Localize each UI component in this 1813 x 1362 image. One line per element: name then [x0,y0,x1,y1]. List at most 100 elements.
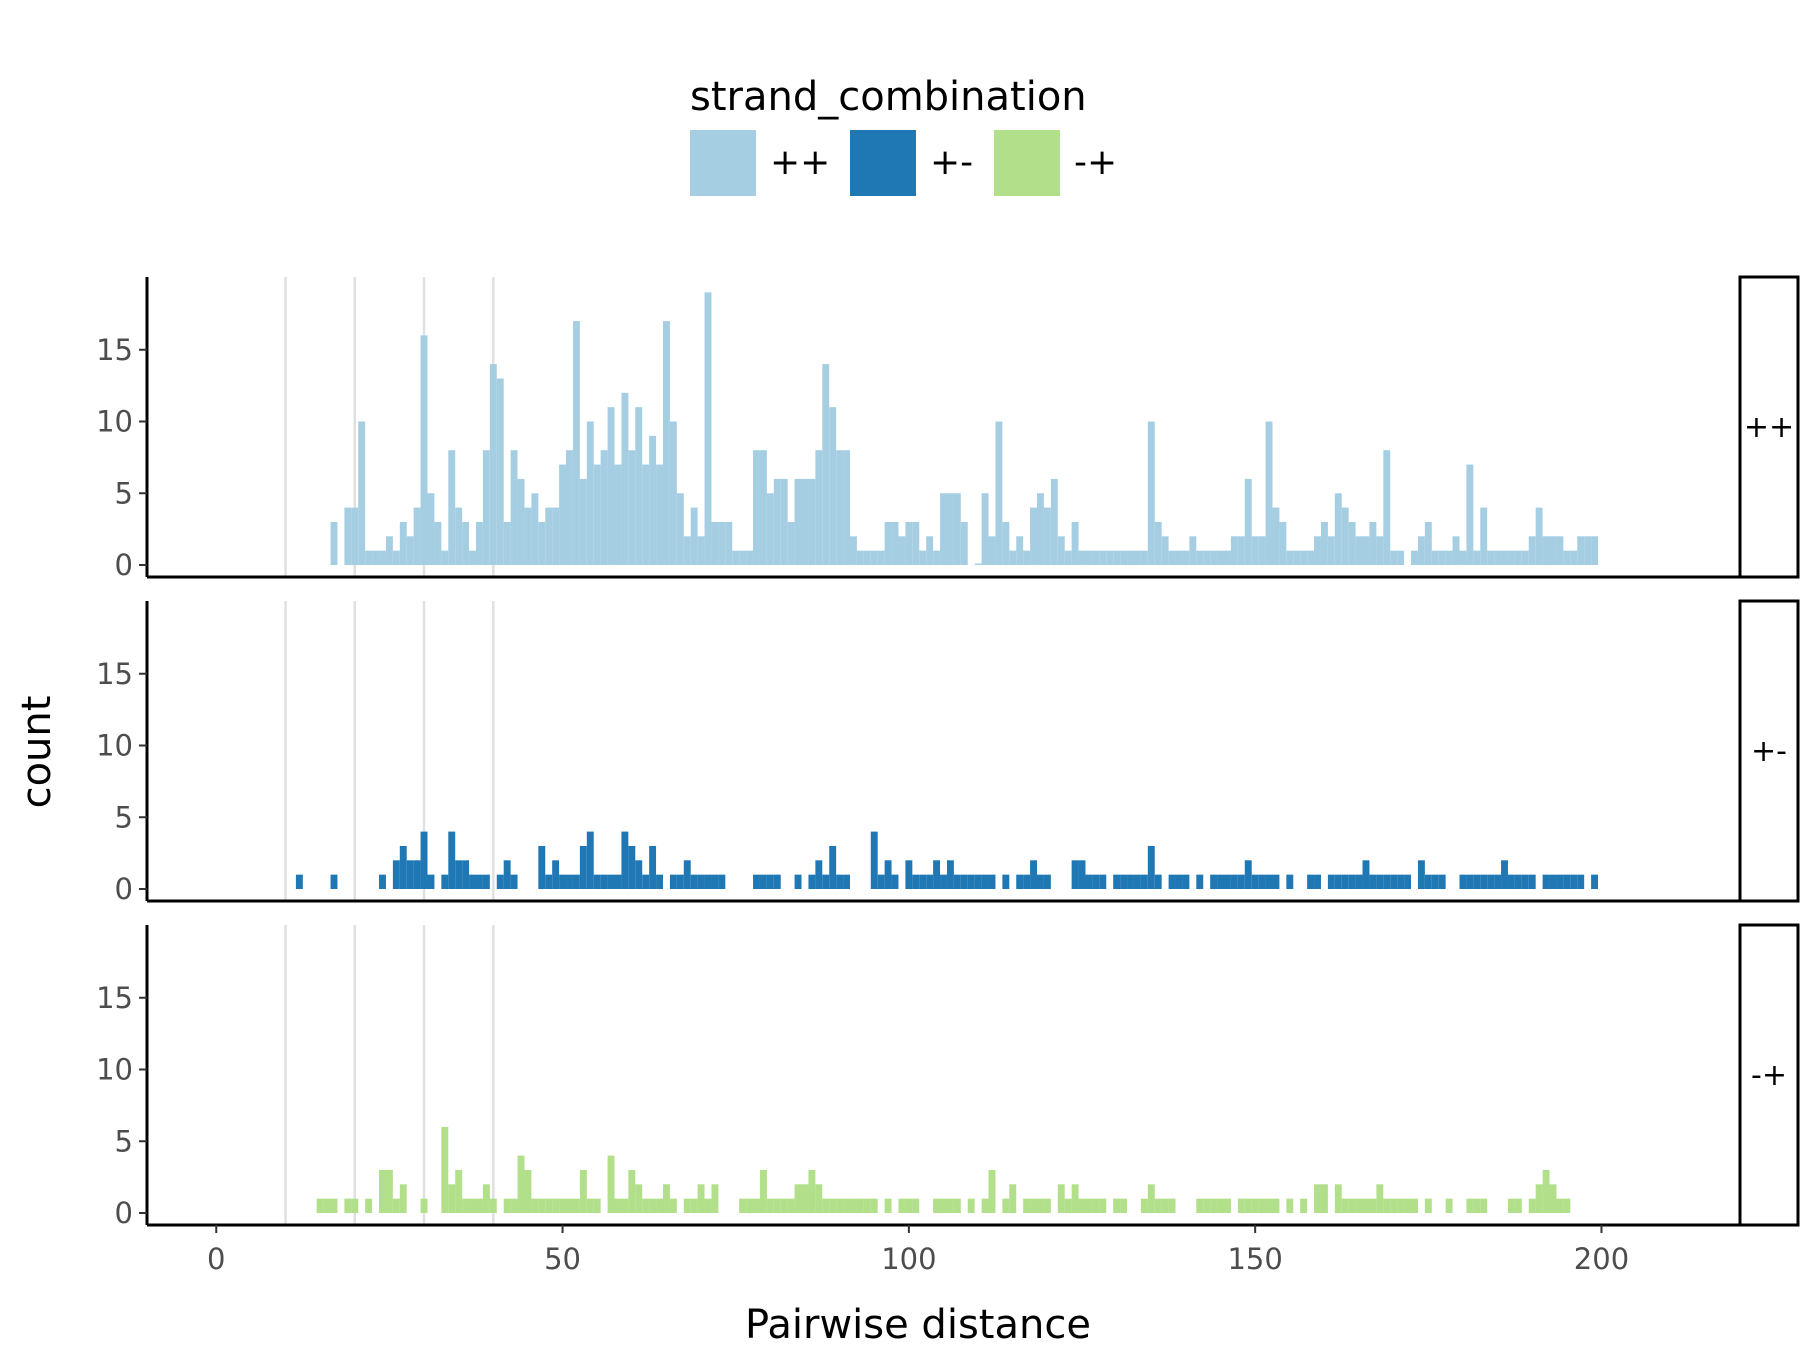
histogram-bar [1147,421,1155,565]
histogram-bar [1320,521,1328,565]
histogram-bar [1341,507,1349,565]
histogram-bar [1369,521,1377,565]
histogram-bar [1224,550,1231,565]
histogram-bar [475,1198,483,1213]
histogram-bar [1023,1198,1031,1213]
histogram-bar [1113,1198,1121,1213]
facet-panel-pp: 0 5 10 15 ++ [96,275,1800,582]
histogram-bar [1154,874,1162,889]
histogram-bar [1542,1169,1550,1213]
histogram-bar [1127,874,1134,889]
histogram-bar [725,521,733,565]
histogram-bar [462,521,470,565]
histogram-bar [1078,1198,1086,1213]
histogram-bar [870,1198,878,1213]
histogram-bar [1133,874,1141,889]
histogram-bar [503,1198,511,1213]
histogram-bar [718,874,726,889]
histogram-bar [1404,1198,1412,1213]
histogram-bar [1542,536,1550,565]
histogram-bar [1445,550,1453,565]
histogram-bar [1307,550,1315,565]
histogram-bar [669,1198,677,1213]
histogram-bar [1459,550,1467,565]
histogram-bar [1085,1198,1093,1213]
histogram-bar [607,874,615,889]
histogram-bar [1002,1198,1010,1213]
histogram-bar [379,550,386,565]
histogram-bar [676,493,684,565]
histogram-bar [960,874,968,889]
histogram-bar [545,1198,553,1213]
histogram-bar [1507,550,1515,565]
histogram-bar [579,478,587,565]
histogram-bar [392,860,400,889]
histogram-bar [794,478,802,565]
histogram-bar [926,874,934,889]
histogram-bar [628,1169,636,1213]
histogram-bar [1334,493,1342,565]
histogram-bar [1203,1198,1211,1213]
histogram-bar [1390,874,1398,889]
histogram-bar [392,1198,400,1213]
histogram-bar [462,860,470,889]
histogram-bar [427,874,435,889]
y-tick-label: 15 [96,657,133,691]
histogram-bar [988,1169,996,1213]
histogram-bar [1334,874,1342,889]
histogram-bar [1050,478,1058,565]
histogram-bar [1140,1198,1148,1213]
histogram-bar [981,874,989,889]
histogram-bar [1293,550,1301,565]
histogram-bar [1570,550,1578,565]
histogram-bar [912,874,920,889]
histogram-bar [385,536,393,565]
histogram-bar [1092,874,1100,889]
histogram-bar [870,550,878,565]
histogram-bar [801,478,809,565]
histogram-bar [503,860,511,889]
histogram-bar [808,478,816,565]
strip-pm: +- [1738,599,1800,903]
histogram-bar [475,521,483,565]
histogram-bar [940,493,947,565]
histogram-bar [1549,874,1557,889]
histogram-bar [843,1198,850,1213]
histogram-bar [552,507,560,565]
histogram-bar [1251,1198,1259,1213]
histogram-bar [1397,874,1405,889]
histogram-bar [656,464,663,565]
histogram-bar [981,1198,989,1213]
histogram-bar [1376,536,1384,565]
histogram-bar [1030,860,1038,889]
histogram-bar [1244,860,1252,889]
histogram-bar [455,507,463,565]
histogram-bar [607,407,615,565]
histogram-bar [856,1198,864,1213]
histogram-bar [1237,1198,1245,1213]
histogram-bar [586,1198,594,1213]
histogram-bar [1369,874,1377,889]
histogram-bar [794,874,802,889]
histogram-bar [441,550,449,565]
histogram-bar [1224,874,1231,889]
histogram-bar [1037,493,1044,565]
histogram-bar [794,1184,802,1213]
histogram-bar [365,1198,373,1213]
histogram-bar [593,874,601,889]
histogram-bar [579,1169,587,1213]
histogram-bar [1230,874,1238,889]
histogram-bar [1362,860,1370,889]
histogram-bar [933,860,941,889]
histogram-bar [1279,521,1287,565]
histogram-bar [1064,550,1072,565]
histogram-bar [1362,1198,1370,1213]
x-axis: 0 50 100 150 200 [207,1225,1629,1276]
histogram-bar [849,536,857,565]
histogram-bar [621,831,629,889]
histogram-bar [940,1198,947,1213]
histogram-bar [1189,536,1197,565]
histogram-bar [1030,507,1038,565]
histogram-bar [600,450,608,565]
histogram-bar [1099,874,1107,889]
